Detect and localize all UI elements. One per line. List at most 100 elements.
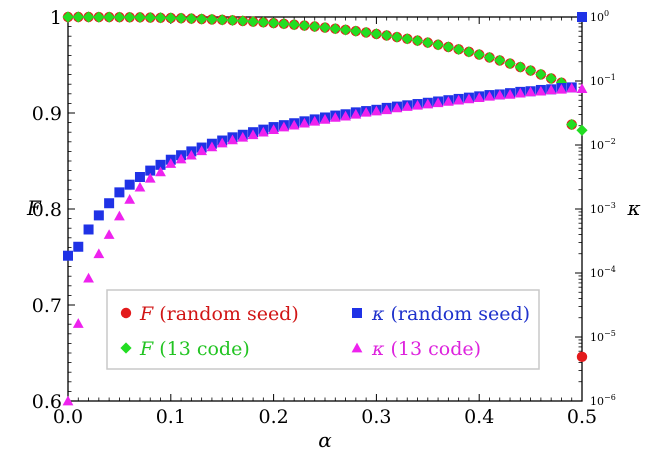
series-triangle <box>62 82 588 406</box>
data-point <box>576 124 588 136</box>
data-point <box>319 21 331 34</box>
data-point <box>206 141 218 152</box>
data-point <box>72 11 84 23</box>
data-point <box>268 17 280 29</box>
data-point <box>514 61 526 73</box>
data-point <box>268 124 279 134</box>
data-point <box>391 31 403 43</box>
x-tick-label: 0.5 <box>567 406 597 428</box>
data-point <box>206 13 218 25</box>
data-point <box>381 104 393 115</box>
data-point <box>309 115 321 126</box>
x-tick-label: 0.0 <box>53 406 83 428</box>
data-point <box>216 137 228 148</box>
data-point <box>545 84 557 95</box>
y-right-tick-label: 10−3 <box>590 201 616 216</box>
y-right-tick-base: 10 <box>590 203 604 216</box>
data-point <box>83 272 94 283</box>
data-point <box>226 14 239 26</box>
data-point <box>340 110 351 121</box>
y-right-tick-label: 10−4 <box>590 265 616 280</box>
legend-box <box>106 289 540 370</box>
data-point <box>134 11 146 23</box>
data-point <box>329 112 341 122</box>
data-point <box>278 121 290 132</box>
data-point <box>350 25 362 37</box>
legend-symbol-kappa-random: κ <box>371 303 385 325</box>
x-tick-label: 0.2 <box>258 406 288 428</box>
legend-text-kappa-random: (random seed) <box>384 303 530 325</box>
data-point <box>504 57 516 70</box>
legend-text-kappa-13: (13 code) <box>384 338 481 360</box>
legend-symbol-f-13: F <box>139 338 154 360</box>
data-point <box>185 13 197 25</box>
data-point <box>422 37 434 49</box>
y-right-tick-exp: −3 <box>604 201 616 210</box>
y-right-tick-exp: −4 <box>604 265 616 274</box>
data-point <box>545 72 557 85</box>
legend-marker <box>352 308 362 318</box>
y-left-tick-label: 0.6 <box>32 391 62 413</box>
data-point <box>483 51 496 64</box>
data-point <box>494 54 506 66</box>
data-point <box>299 117 310 128</box>
data-point <box>165 158 177 168</box>
data-point <box>555 77 568 89</box>
y-right-tick-base: 10 <box>590 139 604 152</box>
y-right-tick-base: 10 <box>590 395 604 408</box>
data-point <box>124 194 136 204</box>
legend-text-f-random: (random seed) <box>153 303 299 325</box>
legend-marker <box>120 307 132 319</box>
data-point <box>525 64 537 77</box>
data-point <box>155 159 166 170</box>
x-axis-label: α <box>318 428 332 452</box>
legend-label-f-13: F (13 code) <box>139 338 250 360</box>
series-diamond <box>62 11 588 136</box>
data-point <box>278 18 290 30</box>
legend-marker <box>351 342 363 353</box>
data-point <box>175 12 187 24</box>
data-point <box>257 126 269 137</box>
data-point <box>576 83 588 93</box>
legend-marker <box>120 342 132 354</box>
y-axis-right-label: κ <box>626 196 640 220</box>
data-point <box>134 172 145 182</box>
data-point <box>227 134 238 145</box>
data-point <box>484 90 495 101</box>
data-point <box>453 43 465 55</box>
data-point <box>329 23 341 35</box>
data-point <box>62 11 74 23</box>
data-point <box>93 11 105 23</box>
data-point <box>165 12 177 24</box>
data-point <box>288 19 300 31</box>
data-point <box>114 187 125 198</box>
data-point <box>514 87 526 98</box>
data-point <box>114 210 125 221</box>
y-axis-left-label: F <box>26 196 42 220</box>
data-point <box>432 97 444 108</box>
legend-label-f-random: F (random seed) <box>139 303 299 325</box>
data-point <box>422 98 434 109</box>
data-point <box>113 11 125 23</box>
data-point <box>93 210 104 221</box>
data-point <box>411 35 424 47</box>
data-point <box>556 83 567 94</box>
legend-symbol-kappa-13: κ <box>371 338 385 360</box>
y-left-tick-label: 0.9 <box>32 103 62 125</box>
data-point <box>442 96 454 106</box>
data-point <box>391 102 403 113</box>
series-square <box>63 12 587 261</box>
data-point <box>237 15 249 27</box>
markers <box>62 11 588 406</box>
data-point <box>463 93 475 104</box>
data-point <box>371 105 382 116</box>
data-point <box>473 48 485 61</box>
y-left-tick-label: 0.7 <box>32 295 62 317</box>
y-right-tick-exp: −1 <box>604 73 616 82</box>
y-right-tick-exp: −5 <box>604 329 616 338</box>
data-point <box>196 13 208 25</box>
data-point <box>216 14 228 26</box>
tick-labels: 0.0 0.1 0.2 0.3 0.4 0.50.60.70.80.91 10010−110… <box>32 7 616 428</box>
y-right-tick-label: 100 <box>590 9 609 24</box>
data-point <box>134 181 146 192</box>
